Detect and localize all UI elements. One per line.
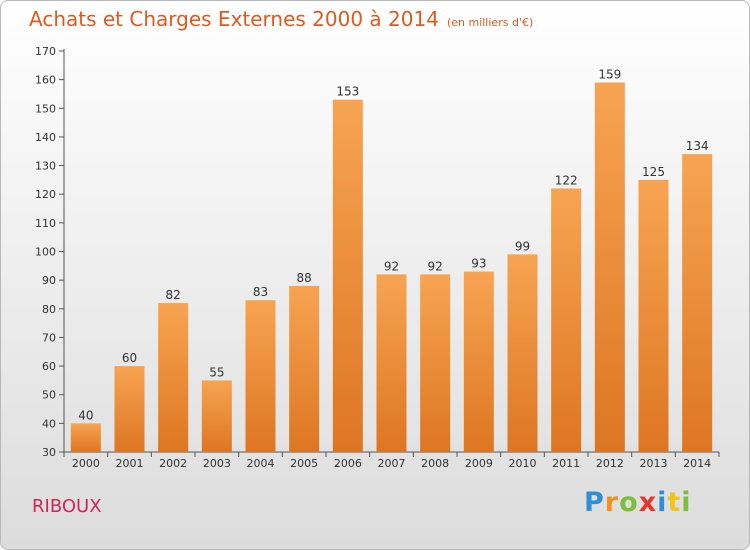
bar: [70, 423, 101, 452]
logo-letter: i: [681, 487, 692, 518]
bar: [201, 380, 232, 452]
y-tick-label: 30: [42, 446, 56, 459]
y-tick-label: 50: [42, 389, 56, 402]
bar: [376, 274, 407, 452]
chart-title: Achats et Charges Externes 2000 à 2014 (e…: [29, 7, 533, 31]
data-label: 83: [253, 285, 268, 299]
y-tick-label: 170: [35, 45, 56, 58]
x-tick-label: 2013: [640, 457, 668, 470]
data-label: 125: [642, 165, 665, 179]
y-tick-label: 70: [42, 331, 56, 344]
y-tick-label: 110: [35, 217, 56, 230]
x-tick-label: 2008: [421, 457, 449, 470]
y-tick-label: 60: [42, 360, 56, 373]
bar: [114, 366, 145, 452]
x-tick-label: 2003: [203, 457, 231, 470]
chart-title-text: Achats et Charges Externes 2000 à 2014: [29, 7, 439, 31]
logo-letter: t: [667, 487, 682, 518]
x-tick-label: 2012: [596, 457, 624, 470]
bar: [682, 154, 713, 452]
y-tick-label: 160: [35, 74, 56, 87]
data-label: 55: [209, 365, 224, 379]
y-tick-label: 150: [35, 102, 56, 115]
x-tick-label: 2001: [116, 457, 144, 470]
bar: [594, 82, 625, 452]
bars: [70, 82, 713, 452]
y-tick-label: 40: [42, 417, 56, 430]
x-tick-label: 2005: [290, 457, 318, 470]
y-tick-label: 140: [35, 131, 56, 144]
axes: 30 40 50 60 70 80 90 100 110 120 130 140 150 160 170: [35, 45, 720, 459]
proxiti-logo: Proxiti: [584, 487, 692, 518]
logo-letter: i: [657, 487, 668, 518]
bar: [158, 303, 189, 452]
logo-letter: x: [638, 487, 658, 518]
data-label: 159: [598, 68, 621, 82]
y-tick-label: 130: [35, 160, 56, 173]
bar: [507, 254, 538, 452]
bar: [289, 285, 320, 452]
x-tick-label: 2010: [509, 457, 537, 470]
y-tick-label: 120: [35, 188, 56, 201]
x-tick-label: 2007: [378, 457, 406, 470]
x-tick-label: 2004: [247, 457, 275, 470]
commune-name: RIBOUX: [32, 496, 102, 517]
y-tick-label: 80: [42, 303, 56, 316]
data-label: 60: [122, 351, 137, 365]
y-tick-label: 100: [35, 246, 56, 259]
data-label: 153: [336, 85, 359, 99]
y-tick-label: 90: [42, 274, 56, 287]
bar: [332, 99, 363, 452]
logo-letter: r: [604, 487, 620, 518]
x-tick-label: 2011: [552, 457, 580, 470]
x-tick-label: 2009: [465, 457, 493, 470]
data-label: 122: [555, 173, 578, 187]
x-tick-label: 2014: [683, 457, 711, 470]
chart-subtitle: (en milliers d'€): [446, 16, 534, 29]
data-label: 92: [428, 259, 443, 273]
logo-letter: o: [619, 487, 639, 518]
bar: [245, 300, 276, 452]
data-label: 88: [297, 271, 312, 285]
data-label: 93: [471, 257, 486, 271]
data-label: 92: [384, 259, 399, 273]
bar: [638, 179, 669, 452]
logo-letter: P: [584, 487, 605, 518]
bar: [420, 274, 451, 452]
bar: [551, 188, 582, 452]
data-label: 40: [78, 408, 93, 422]
bar: [463, 271, 494, 452]
data-label: 99: [515, 239, 530, 253]
data-label: 82: [166, 288, 181, 302]
x-tick-label: 2000: [72, 457, 100, 470]
labels: 40 2000 60 2001 82 2002 55 2003 83 2004 88 2005 153 2…: [72, 68, 711, 470]
data-label: 134: [686, 139, 709, 153]
x-tick-label: 2002: [159, 457, 187, 470]
x-tick-label: 2006: [334, 457, 362, 470]
